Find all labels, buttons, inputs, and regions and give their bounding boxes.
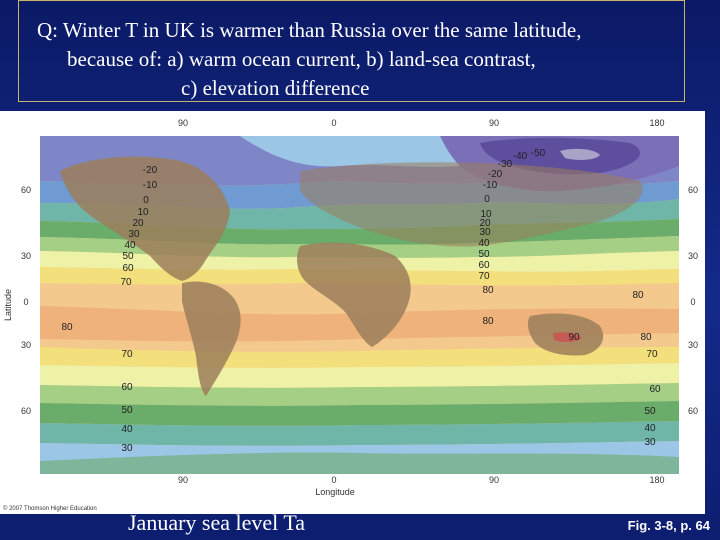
temperature-map-svg: 90 0 90 180 90 0 90 180 60 30 0 30 60 60… — [3, 118, 698, 512]
africa-landmass — [297, 242, 411, 347]
isotherm-label: -30 — [498, 159, 513, 170]
left-lat-tick: 60 — [21, 406, 31, 416]
isotherm-label: -50 — [531, 148, 546, 159]
band-south-light-green — [40, 383, 679, 406]
isotherm-label: 50 — [644, 406, 656, 417]
right-lat-tick: 60 — [688, 406, 698, 416]
isotherm-label: 40 — [478, 238, 490, 249]
isotherm-label: 40 — [644, 423, 656, 434]
isotherm-label: 90 — [568, 332, 580, 343]
isotherm-label: 20 — [479, 218, 491, 229]
y-axis-title: Latitude — [3, 289, 13, 321]
top-lon-tick: 90 — [178, 118, 188, 128]
isotherm-label: 0 — [484, 194, 490, 205]
right-lat-tick: 0 — [690, 297, 695, 307]
left-lat-tick: 60 — [21, 185, 31, 195]
antarctica-edge — [40, 452, 679, 474]
north-america-landmass — [60, 156, 230, 281]
south-america-landmass — [182, 281, 241, 396]
isotherm-label: 70 — [120, 277, 132, 288]
top-lon-tick: 90 — [489, 118, 499, 128]
eurasia-landmass — [300, 162, 643, 247]
isotherm-label: 60 — [478, 260, 490, 271]
right-lat-tick: 30 — [688, 340, 698, 350]
question-line-1: Q: Winter T in UK is warmer than Russia … — [37, 18, 582, 42]
isotherm-label: 40 — [121, 424, 133, 435]
bottom-lon-tick: 0 — [331, 475, 336, 485]
isotherm-label: 50 — [478, 249, 490, 260]
isotherm-label: 60 — [121, 382, 133, 393]
left-lat-tick: 30 — [21, 251, 31, 261]
isotherm-label: -40 — [513, 151, 528, 162]
isotherm-label: 10 — [480, 209, 492, 220]
isotherm-label: -10 — [483, 180, 498, 191]
isotherm-label: 80 — [640, 332, 652, 343]
question-line-3: c) elevation difference — [181, 76, 370, 100]
top-lon-tick: 180 — [649, 118, 664, 128]
isotherm-label: 20 — [132, 218, 144, 229]
isotherm-label: 80 — [61, 322, 73, 333]
isotherm-label: 70 — [646, 349, 658, 360]
australia-hot-core — [553, 332, 582, 343]
isotherm-label: -20 — [143, 165, 158, 176]
isotherm-label: 30 — [121, 443, 133, 454]
band-south-teal — [40, 421, 679, 446]
band-atlantic-light-blue — [240, 136, 460, 167]
question-line-2: because of: a) warm ocean current, b) la… — [67, 47, 536, 71]
isotherm-label: 80 — [482, 285, 494, 296]
isotherm-label: 0 — [143, 195, 149, 206]
isotherm-label: 10 — [137, 207, 149, 218]
isotherm-label: 70 — [478, 271, 490, 282]
copyright-notice: © 2007 Thomson Higher Education — [3, 505, 97, 512]
isotherm-label: 70 — [121, 349, 133, 360]
siberia-core — [560, 148, 600, 160]
isotherm-label: 30 — [128, 229, 140, 240]
isotherm-label: 40 — [124, 240, 136, 251]
left-lat-tick: 30 — [21, 340, 31, 350]
isotherm-label: 80 — [632, 290, 644, 301]
isotherm-label: -20 — [488, 169, 503, 180]
right-lat-tick: 30 — [688, 251, 698, 261]
bottom-lon-tick: 90 — [178, 475, 188, 485]
isotherm-label: 60 — [649, 384, 661, 395]
question-box: Q: Winter T in UK is warmer than Russia … — [18, 0, 685, 102]
isotherm-label: -10 — [143, 180, 158, 191]
isotherm-label: 80 — [482, 316, 494, 327]
top-lon-tick: 0 — [331, 118, 336, 128]
isotherm-label: 30 — [479, 227, 491, 238]
isotherm-label: 50 — [121, 405, 133, 416]
left-lat-tick: 0 — [23, 297, 28, 307]
figure-reference: Fig. 3-8, p. 64 — [627, 518, 710, 533]
isotherm-label: 30 — [644, 437, 656, 448]
band-south-green — [40, 401, 679, 426]
bottom-lon-tick: 90 — [489, 475, 499, 485]
temperature-map: 90 0 90 180 90 0 90 180 60 30 0 30 60 60… — [0, 111, 705, 514]
x-axis-title: Longitude — [315, 487, 355, 497]
isotherm-label: 50 — [122, 251, 134, 262]
map-caption: January sea level Ta — [128, 510, 306, 535]
bottom-lon-tick: 180 — [649, 475, 664, 485]
isotherm-label: 60 — [122, 263, 134, 274]
right-lat-tick: 60 — [688, 185, 698, 195]
